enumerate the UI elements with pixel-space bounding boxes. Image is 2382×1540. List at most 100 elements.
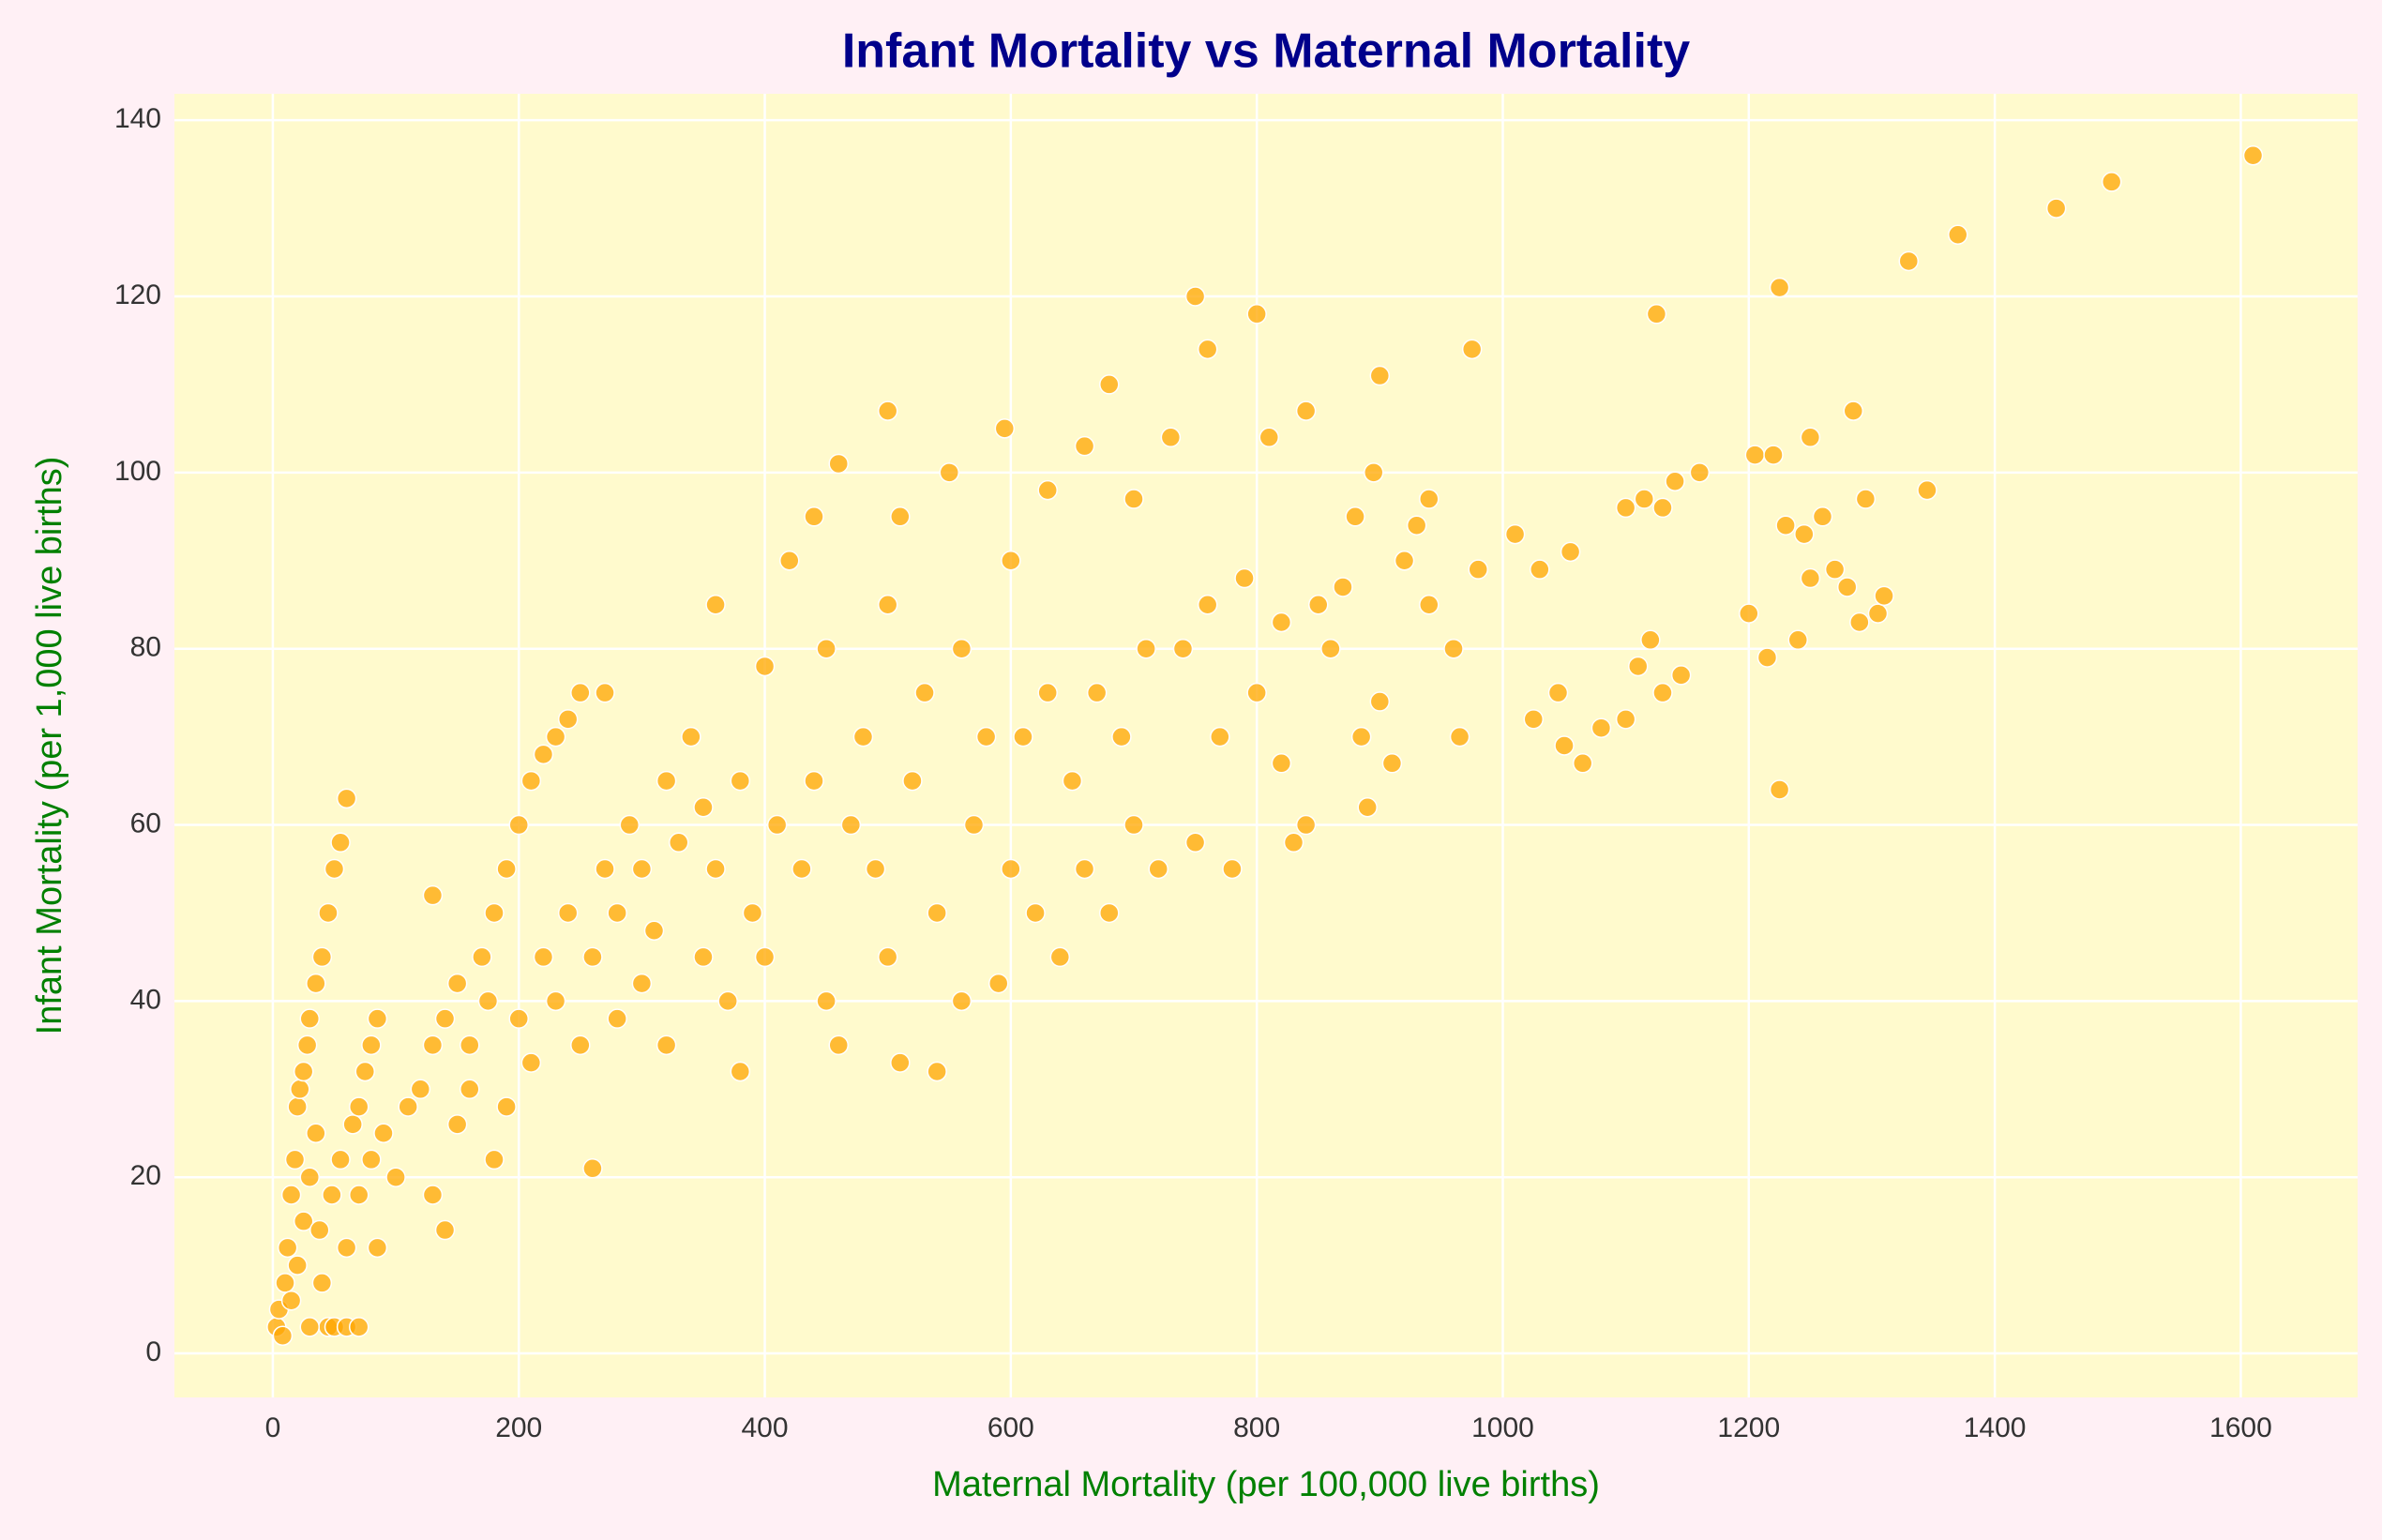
point [742, 902, 763, 924]
point [1037, 682, 1058, 703]
point [545, 726, 566, 747]
point [311, 1273, 333, 1293]
point [342, 1114, 363, 1135]
point [927, 902, 947, 924]
point [1689, 462, 1711, 483]
point [1824, 559, 1846, 580]
point [1523, 709, 1545, 730]
point [1184, 286, 1206, 307]
point [828, 1034, 849, 1056]
point [693, 946, 714, 968]
point [1320, 638, 1341, 659]
point [951, 638, 972, 659]
x-tick-label: 0 [265, 1412, 281, 1443]
point [951, 990, 972, 1012]
point [410, 1079, 431, 1100]
chart-title: Infant Mortality vs Maternal Mortality [842, 24, 1690, 79]
point [520, 770, 542, 792]
point [557, 902, 579, 924]
point [939, 462, 960, 483]
x-tick-label: 400 [742, 1412, 789, 1443]
y-tick-label: 100 [114, 456, 161, 487]
point [520, 1052, 542, 1073]
point [287, 1255, 308, 1276]
point [570, 1034, 591, 1056]
point [311, 946, 333, 968]
point [1025, 902, 1046, 924]
point [422, 1185, 444, 1205]
point [902, 770, 923, 792]
point [1775, 515, 1796, 536]
point [1271, 753, 1292, 774]
point [422, 884, 444, 906]
point [1197, 594, 1218, 615]
point [595, 682, 615, 703]
point [446, 973, 468, 994]
point [348, 1317, 369, 1337]
point [1849, 611, 1870, 633]
point [1234, 567, 1255, 589]
point [1295, 400, 1317, 421]
point [330, 832, 351, 853]
point [1210, 726, 1230, 747]
point [1530, 559, 1550, 580]
point [275, 1273, 295, 1293]
point [1560, 541, 1581, 563]
point [595, 858, 615, 880]
point [766, 814, 788, 836]
point [643, 920, 665, 941]
point [1364, 462, 1384, 483]
point [705, 594, 726, 615]
point [914, 682, 935, 703]
point [607, 1008, 627, 1029]
point [804, 770, 824, 792]
point [472, 946, 492, 968]
point [2242, 144, 2264, 166]
point [533, 946, 554, 968]
point [1295, 814, 1317, 836]
point [730, 770, 751, 792]
point [272, 1325, 294, 1347]
point [367, 1008, 388, 1029]
point [496, 1096, 517, 1117]
point [877, 400, 898, 421]
point [1670, 665, 1692, 686]
point [1394, 551, 1415, 571]
point [296, 1034, 318, 1056]
point [367, 1237, 388, 1259]
x-tick-label: 1200 [1717, 1412, 1780, 1443]
point [754, 656, 776, 677]
point [422, 1034, 444, 1056]
point [994, 418, 1016, 439]
point [631, 973, 653, 994]
point [1369, 365, 1391, 386]
point [1345, 506, 1365, 527]
point [890, 1052, 911, 1073]
point [1652, 682, 1673, 703]
point [484, 1149, 505, 1170]
point [693, 796, 714, 818]
point [398, 1096, 418, 1117]
y-tick-label: 140 [114, 103, 161, 134]
point [1013, 726, 1033, 747]
point [1947, 224, 1968, 246]
y-tick-label: 80 [130, 632, 161, 663]
point [545, 990, 566, 1012]
point [1449, 726, 1470, 747]
point [1744, 445, 1766, 465]
point [890, 506, 911, 527]
point [1627, 656, 1649, 677]
x-tick-label: 200 [495, 1412, 542, 1443]
point [1283, 832, 1304, 853]
point [1665, 471, 1685, 491]
point [508, 1008, 529, 1029]
point [730, 1061, 751, 1082]
point [754, 946, 776, 968]
point [277, 1237, 298, 1259]
point [1086, 682, 1108, 703]
point [619, 814, 641, 836]
point [1468, 559, 1488, 580]
point [631, 858, 653, 880]
point [460, 1034, 480, 1056]
point [927, 1061, 947, 1082]
